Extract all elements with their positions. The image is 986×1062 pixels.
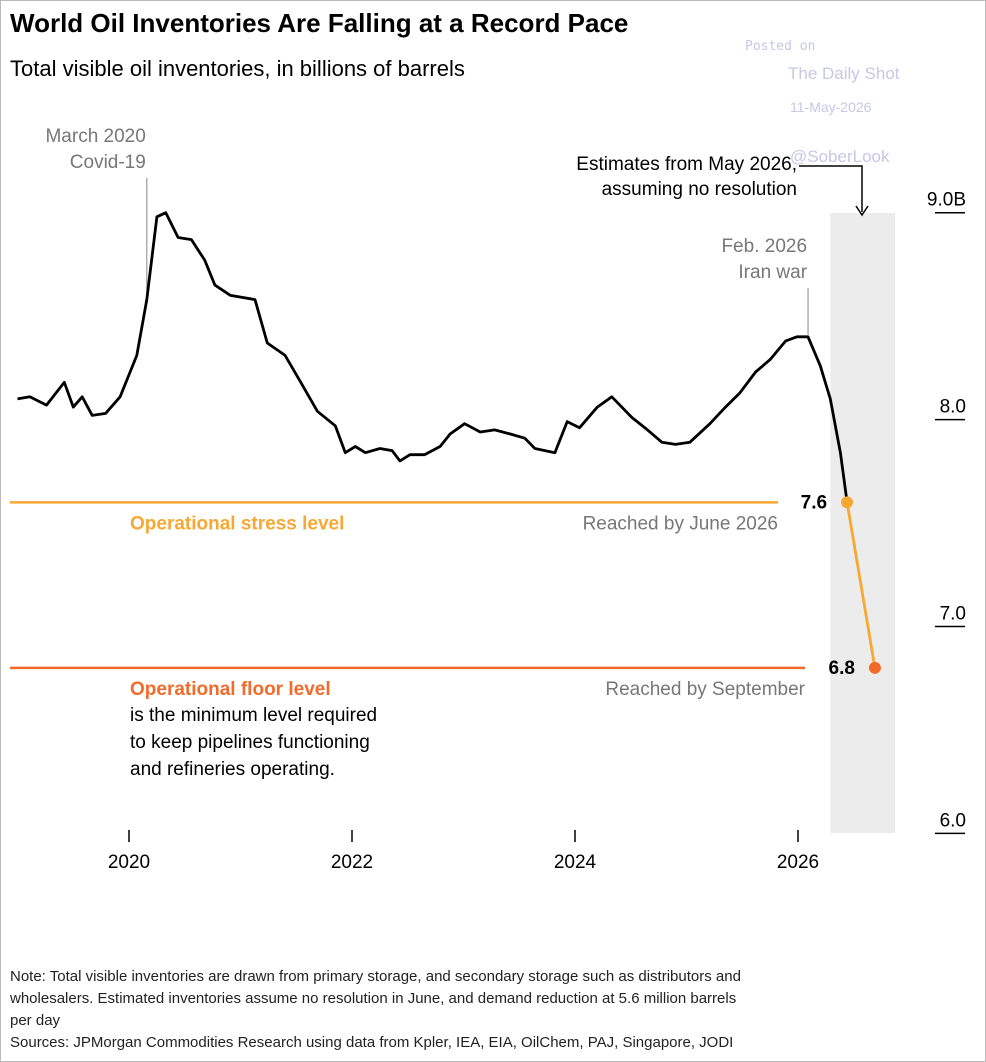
forecast-arrow <box>799 165 863 212</box>
x-tick-label: 2022 <box>331 852 373 873</box>
y-tick-label: 7.0 <box>940 603 966 624</box>
series-line <box>845 502 877 669</box>
reference-description: and refineries operating. <box>130 759 335 780</box>
watermark: 11-May-2026 <box>790 99 872 115</box>
reference-note: Reached by June 2026 <box>583 513 778 534</box>
chart-subtitle: Total visible oil inventories, in billio… <box>10 56 465 81</box>
x-tick-label: 2024 <box>554 852 597 873</box>
forecast-arrowhead <box>855 205 869 217</box>
reference-description: to keep pipelines functioning <box>130 732 370 753</box>
reference-label: Operational floor level <box>130 679 331 700</box>
annotation-label: Covid-19 <box>70 152 146 173</box>
forecast-shade <box>830 213 896 833</box>
data-point <box>868 661 881 674</box>
y-tick-label: 8.0 <box>940 397 966 418</box>
reference-label: Operational stress level <box>130 513 344 534</box>
annotation-label: Iran war <box>738 262 807 283</box>
reference-description: is the minimum level required <box>130 705 377 726</box>
watermark: The Daily Shot <box>788 64 900 83</box>
y-tick-label: 6.0 <box>940 810 966 831</box>
annotation-label: March 2020 <box>45 126 145 147</box>
plot-background <box>830 213 896 833</box>
y-tick-label: 9.0B <box>927 190 966 211</box>
forecast-note: Estimates from May 2026, <box>576 154 797 175</box>
annotation-label: Feb. 2026 <box>721 236 807 257</box>
data-label: 6.8 <box>829 658 855 679</box>
note: per day <box>10 1012 61 1029</box>
reference-note: Reached by September <box>605 679 805 700</box>
note: wholesalers. Estimated inventories assum… <box>9 990 736 1007</box>
watermark: Posted on <box>745 39 815 54</box>
data-point <box>841 496 854 509</box>
x-tick-label: 2020 <box>108 852 150 873</box>
data-label: 7.6 <box>801 492 827 513</box>
chart-title: World Oil Inventories Are Falling at a R… <box>10 8 628 38</box>
sources: Sources: JPMorgan Commodities Research u… <box>10 1034 733 1051</box>
x-tick-label: 2026 <box>777 852 819 873</box>
watermark: @SoberLook <box>790 147 890 166</box>
forecast-note: assuming no resolution <box>602 179 797 200</box>
note: Note: Total visible inventories are draw… <box>10 968 741 985</box>
series-line <box>17 211 849 503</box>
